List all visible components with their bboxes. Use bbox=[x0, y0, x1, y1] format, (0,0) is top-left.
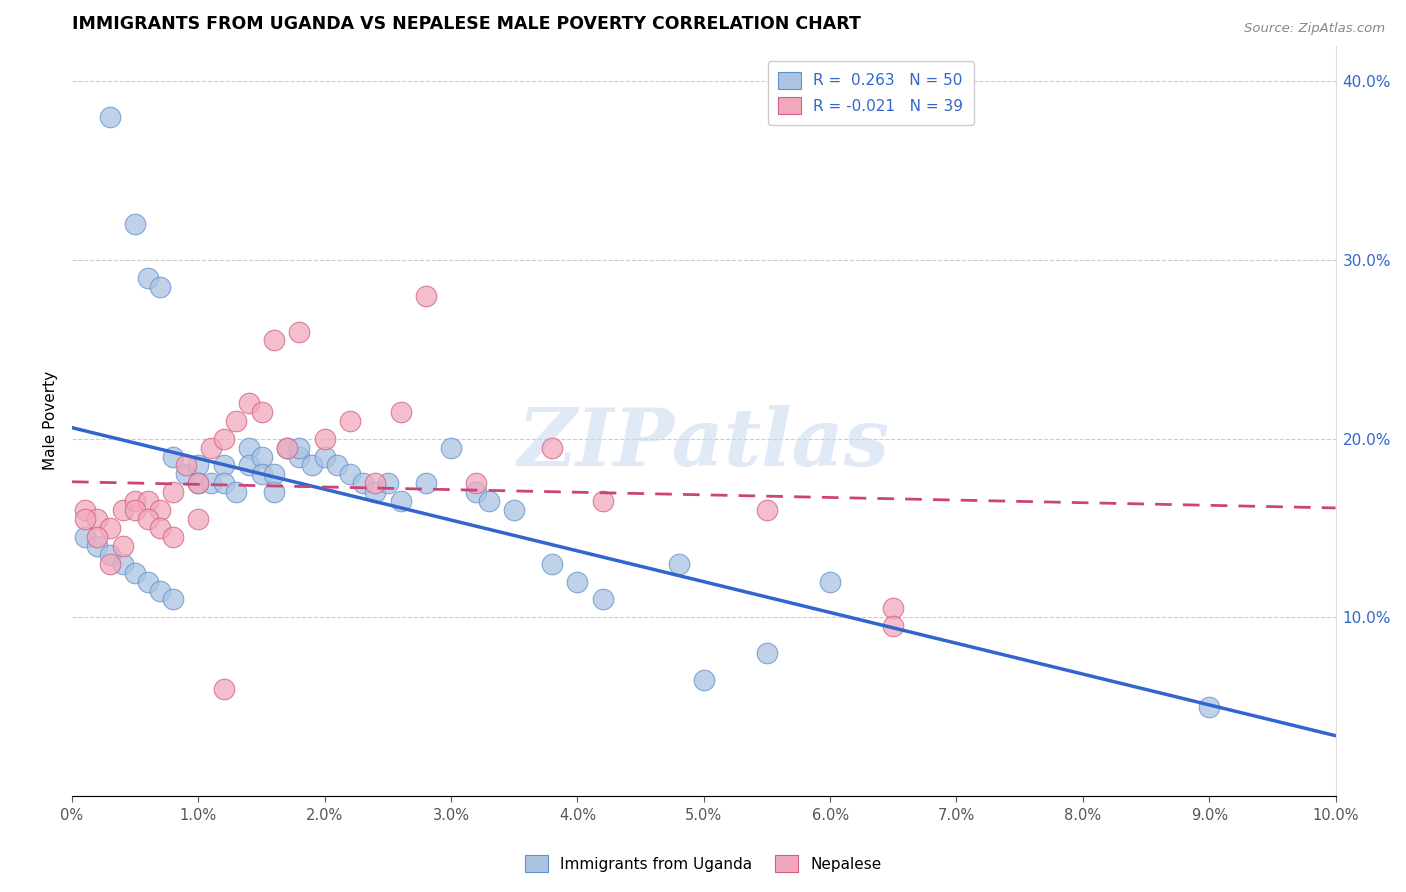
Point bbox=[98, 521, 121, 535]
Point bbox=[111, 557, 134, 571]
Point bbox=[352, 476, 374, 491]
Point bbox=[250, 467, 273, 482]
Point bbox=[541, 557, 564, 571]
Point bbox=[592, 592, 614, 607]
Point bbox=[238, 396, 260, 410]
Point bbox=[187, 476, 209, 491]
Point bbox=[326, 458, 349, 473]
Point bbox=[86, 512, 108, 526]
Point bbox=[225, 414, 247, 428]
Text: Source: ZipAtlas.com: Source: ZipAtlas.com bbox=[1244, 22, 1385, 36]
Point bbox=[98, 548, 121, 562]
Point bbox=[288, 450, 311, 464]
Point bbox=[124, 566, 146, 580]
Point bbox=[263, 467, 285, 482]
Text: IMMIGRANTS FROM UGANDA VS NEPALESE MALE POVERTY CORRELATION CHART: IMMIGRANTS FROM UGANDA VS NEPALESE MALE … bbox=[72, 15, 860, 33]
Point bbox=[187, 476, 209, 491]
Point bbox=[124, 503, 146, 517]
Point bbox=[149, 503, 172, 517]
Point bbox=[174, 458, 197, 473]
Point bbox=[162, 485, 184, 500]
Point bbox=[212, 432, 235, 446]
Point bbox=[478, 494, 501, 508]
Point bbox=[174, 467, 197, 482]
Point bbox=[818, 574, 841, 589]
Point bbox=[389, 405, 412, 419]
Point bbox=[86, 530, 108, 544]
Point bbox=[136, 271, 159, 285]
Point bbox=[364, 476, 387, 491]
Point bbox=[187, 458, 209, 473]
Point bbox=[465, 485, 488, 500]
Point bbox=[503, 503, 526, 517]
Point bbox=[541, 441, 564, 455]
Point bbox=[263, 485, 285, 500]
Point bbox=[187, 512, 209, 526]
Point bbox=[415, 289, 437, 303]
Point bbox=[882, 619, 904, 633]
Point bbox=[755, 646, 778, 660]
Point bbox=[263, 334, 285, 348]
Point bbox=[276, 441, 298, 455]
Point bbox=[200, 441, 222, 455]
Point bbox=[389, 494, 412, 508]
Point bbox=[136, 574, 159, 589]
Point bbox=[250, 450, 273, 464]
Point bbox=[73, 503, 96, 517]
Y-axis label: Male Poverty: Male Poverty bbox=[44, 371, 58, 470]
Legend: R =  0.263   N = 50, R = -0.021   N = 39: R = 0.263 N = 50, R = -0.021 N = 39 bbox=[768, 61, 974, 125]
Point bbox=[288, 325, 311, 339]
Point bbox=[567, 574, 589, 589]
Point bbox=[149, 583, 172, 598]
Point bbox=[225, 485, 247, 500]
Point bbox=[288, 441, 311, 455]
Point bbox=[755, 503, 778, 517]
Point bbox=[162, 530, 184, 544]
Point bbox=[212, 476, 235, 491]
Legend: Immigrants from Uganda, Nepalese: Immigrants from Uganda, Nepalese bbox=[517, 847, 889, 880]
Point bbox=[238, 441, 260, 455]
Point bbox=[98, 110, 121, 124]
Point bbox=[124, 217, 146, 231]
Point bbox=[377, 476, 399, 491]
Point bbox=[693, 673, 716, 687]
Point bbox=[276, 441, 298, 455]
Point bbox=[364, 485, 387, 500]
Point bbox=[415, 476, 437, 491]
Point bbox=[668, 557, 690, 571]
Point bbox=[882, 601, 904, 615]
Point bbox=[339, 414, 361, 428]
Point bbox=[162, 592, 184, 607]
Point bbox=[465, 476, 488, 491]
Point bbox=[238, 458, 260, 473]
Point bbox=[212, 681, 235, 696]
Point bbox=[73, 530, 96, 544]
Point bbox=[98, 557, 121, 571]
Point bbox=[250, 405, 273, 419]
Point bbox=[111, 503, 134, 517]
Point bbox=[339, 467, 361, 482]
Point bbox=[314, 432, 336, 446]
Point bbox=[136, 494, 159, 508]
Point bbox=[314, 450, 336, 464]
Text: ZIPatlas: ZIPatlas bbox=[517, 405, 890, 482]
Point bbox=[162, 450, 184, 464]
Point bbox=[136, 512, 159, 526]
Point bbox=[124, 494, 146, 508]
Point bbox=[440, 441, 463, 455]
Point bbox=[1198, 699, 1220, 714]
Point bbox=[86, 539, 108, 553]
Point bbox=[73, 512, 96, 526]
Point bbox=[111, 539, 134, 553]
Point bbox=[301, 458, 323, 473]
Point bbox=[149, 521, 172, 535]
Point bbox=[592, 494, 614, 508]
Point bbox=[200, 476, 222, 491]
Point bbox=[149, 280, 172, 294]
Point bbox=[212, 458, 235, 473]
